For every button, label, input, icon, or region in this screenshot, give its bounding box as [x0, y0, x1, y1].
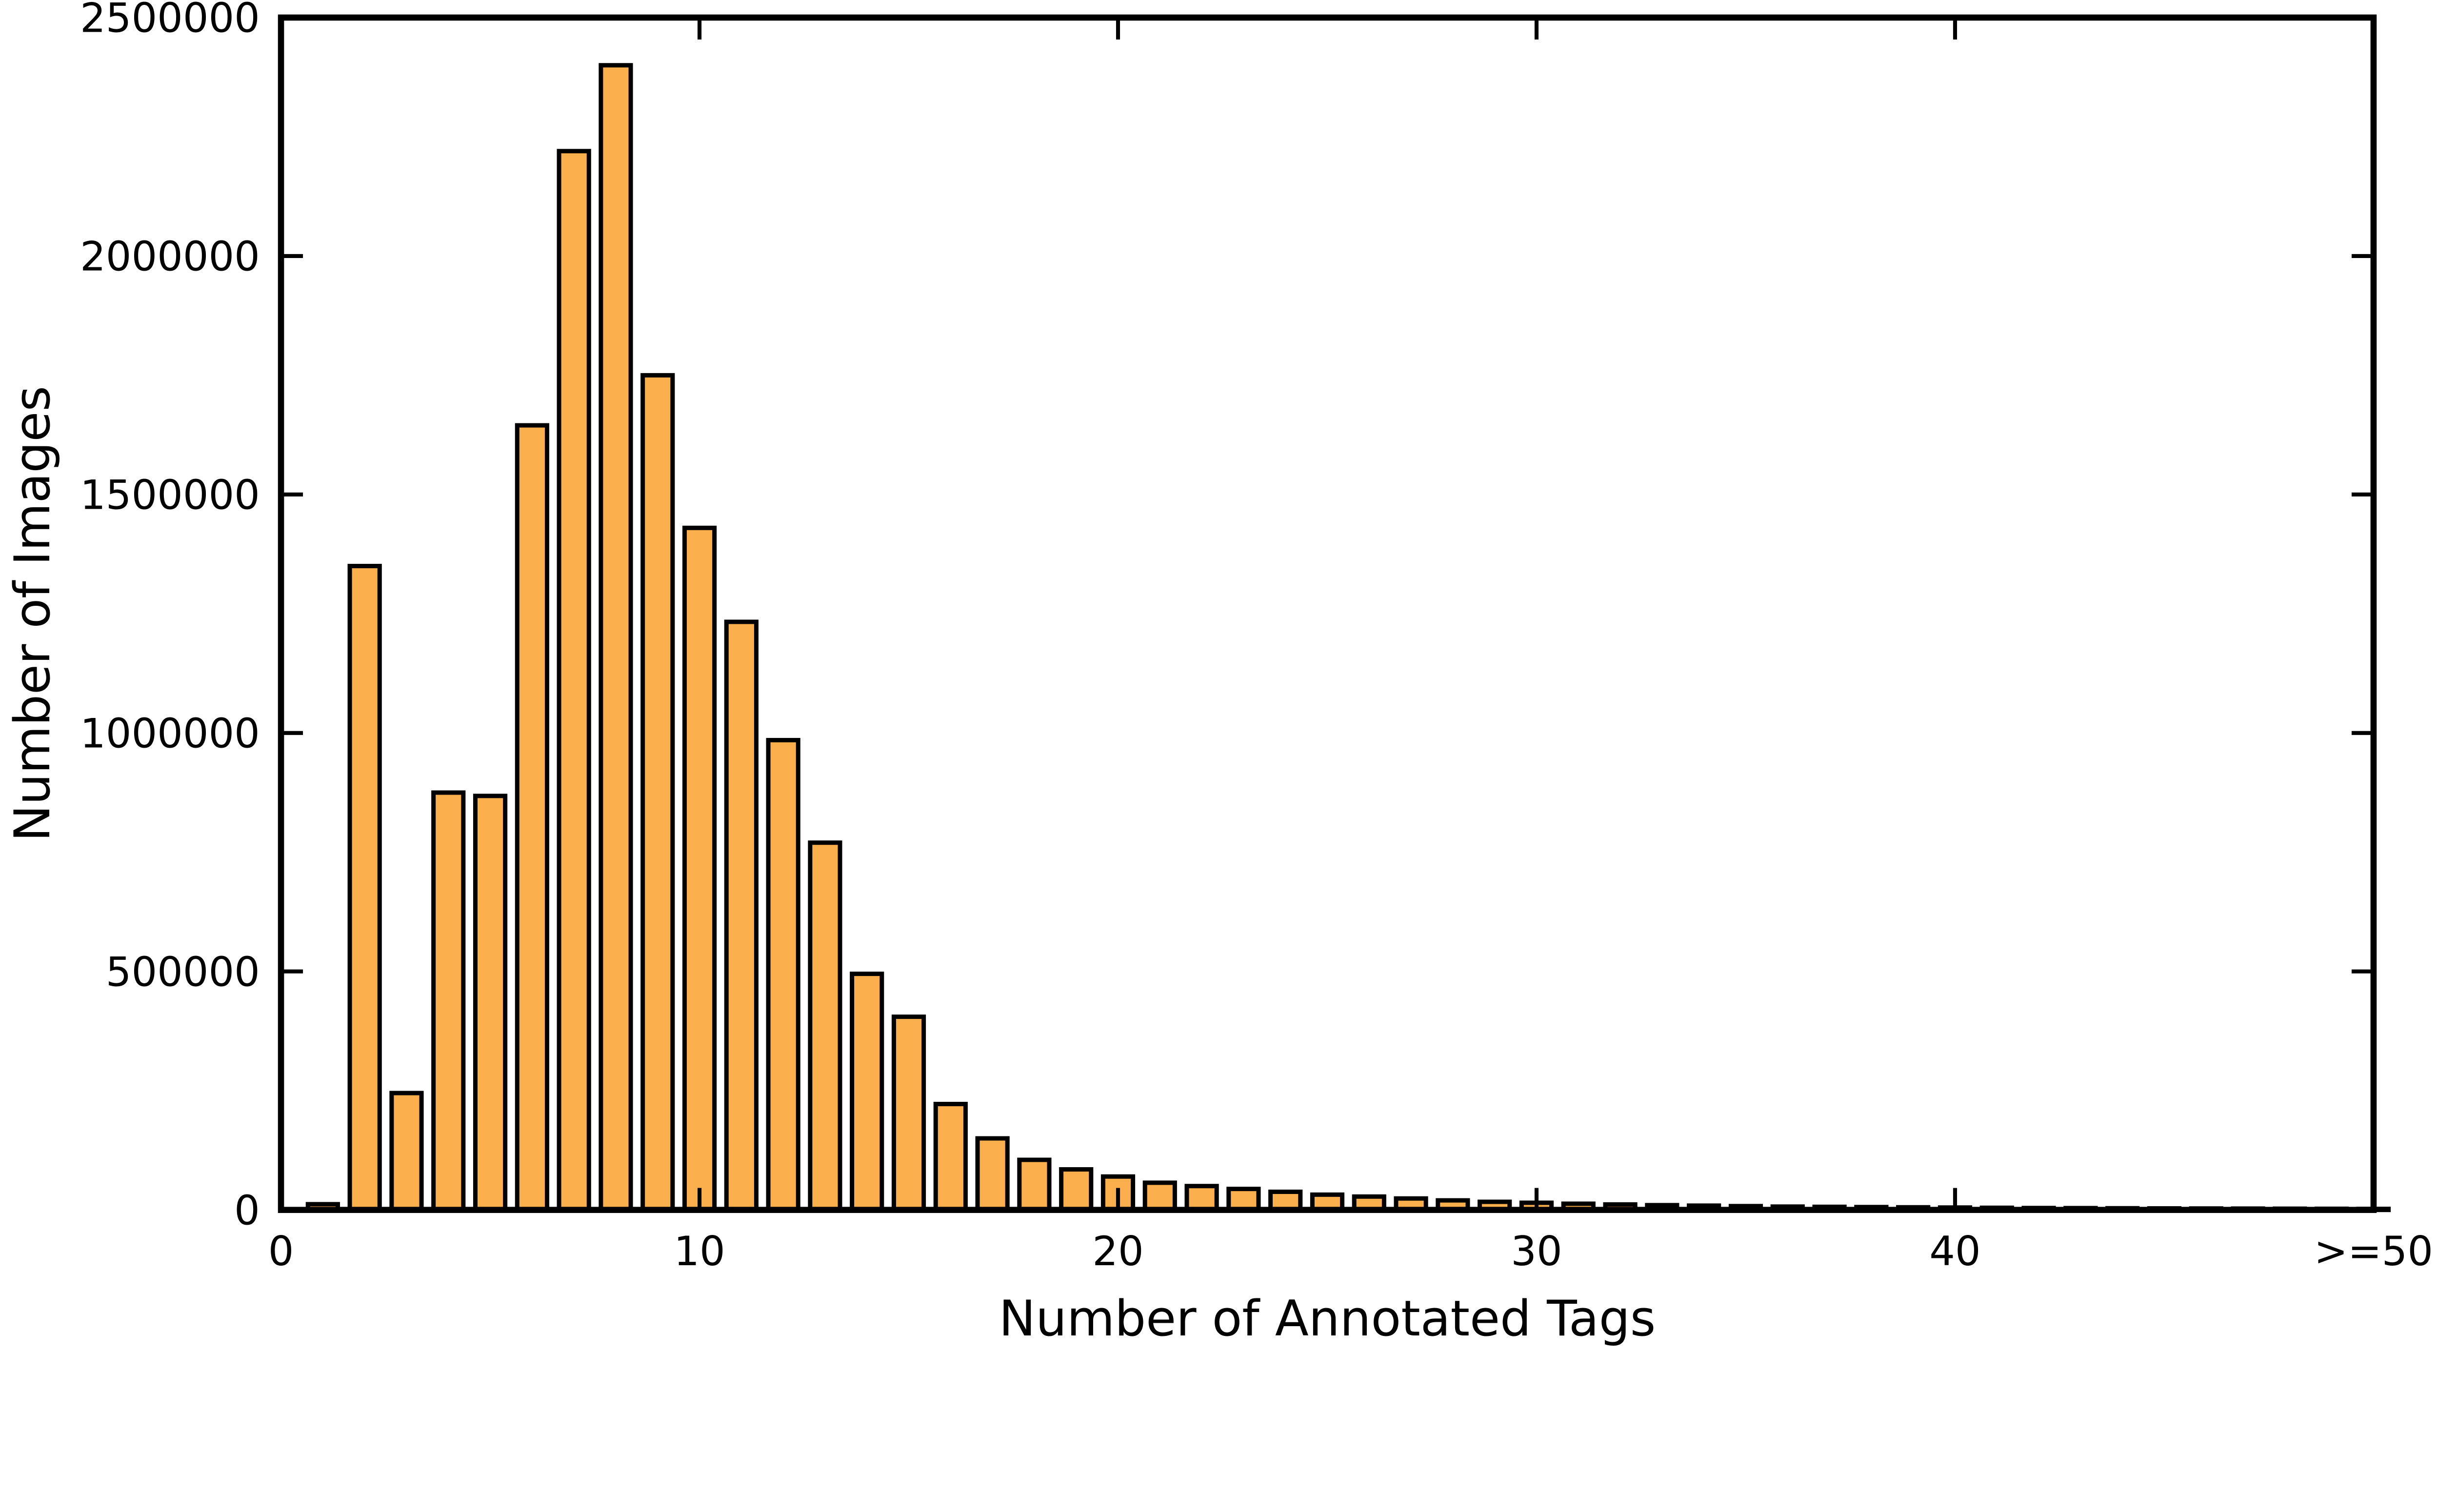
y-tick-label: 2500000 — [80, 0, 260, 42]
bar — [1059, 1167, 1094, 1213]
bar-chart-svg: 0 10 20 30 40 >=50 0 500000 1000000 1500000 200000… — [3, 0, 2433, 1348]
bar — [599, 63, 633, 1213]
y-tick-label: 2000000 — [80, 233, 260, 280]
bar — [766, 737, 800, 1213]
x-tick-label: 20 — [1092, 1228, 1143, 1275]
x-tick-label: 30 — [1511, 1228, 1562, 1275]
x-tick-label: 40 — [1929, 1228, 1980, 1275]
bar — [933, 1102, 968, 1213]
bar — [1226, 1187, 1261, 1213]
figure: 0 10 20 30 40 >=50 0 500000 1000000 1500000 200000… — [3, 0, 2433, 1348]
bar — [640, 373, 675, 1213]
y-tick-label: 0 — [234, 1187, 260, 1234]
y-tick-label: 1500000 — [80, 472, 260, 519]
bar — [431, 790, 466, 1213]
bar — [724, 619, 759, 1213]
tick-labels-layer: 0 10 20 30 40 >=50 0 500000 1000000 1500000 200000… — [80, 0, 2433, 1275]
bar — [389, 1091, 424, 1213]
axes-frame — [278, 14, 2377, 1213]
bar — [1017, 1157, 1052, 1213]
bar — [1142, 1180, 1177, 1213]
bar — [891, 1015, 926, 1213]
bar — [975, 1136, 1010, 1213]
bar — [347, 564, 382, 1213]
y-tick-label: 1000000 — [80, 710, 260, 757]
x-tick-label: >=50 — [2314, 1228, 2433, 1275]
bar — [473, 794, 508, 1213]
x-axis-title: Number of Annotated Tags — [999, 1290, 1656, 1347]
bar — [557, 149, 591, 1213]
bar — [1184, 1184, 1219, 1213]
x-tick-label: 10 — [674, 1228, 725, 1275]
x-tick-label: 0 — [268, 1228, 294, 1275]
bar — [808, 840, 842, 1213]
bar — [682, 525, 717, 1213]
y-tick-label: 500000 — [106, 948, 260, 995]
bar — [850, 972, 884, 1213]
ticks-layer — [279, 15, 2376, 1212]
y-axis-title: Number of Images — [3, 386, 61, 841]
bar — [515, 423, 549, 1213]
